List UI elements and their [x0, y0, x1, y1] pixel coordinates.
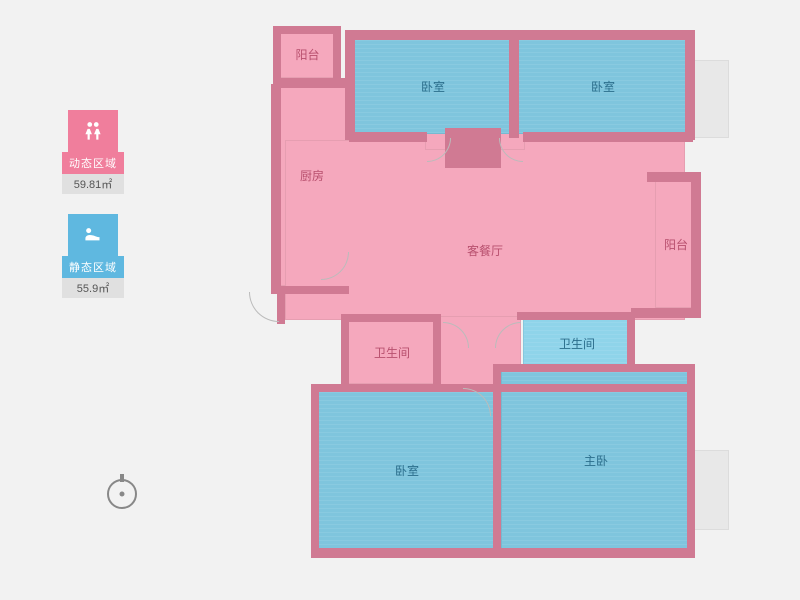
room-label: 卧室: [591, 78, 615, 95]
wall: [687, 364, 695, 556]
room-master-bedroom: 主卧: [501, 370, 691, 550]
wall: [493, 364, 693, 372]
room-bedroom-top-left: 卧室: [353, 38, 513, 134]
wall: [311, 384, 695, 392]
wall: [523, 132, 693, 142]
wall: [517, 312, 635, 320]
door-arc: [249, 292, 279, 322]
legend-dynamic-value: 59.81㎡: [62, 174, 124, 194]
room-label: 卧室: [395, 462, 419, 479]
legend-dynamic: 动态区域 59.81㎡: [62, 110, 124, 194]
wall: [691, 172, 701, 316]
wall: [333, 26, 341, 82]
legend-panel: 动态区域 59.81㎡ 静态区域 55.9㎡: [62, 110, 124, 318]
wall: [273, 26, 339, 34]
room-balcony-top: 阳台: [280, 30, 335, 78]
wall: [445, 128, 501, 168]
compass-icon: [100, 470, 144, 519]
rest-icon: [68, 214, 118, 256]
room-label: 客餐厅: [467, 242, 503, 259]
legend-static-label: 静态区域: [62, 256, 124, 278]
legend-dynamic-label: 动态区域: [62, 152, 124, 174]
wall: [345, 30, 355, 140]
room-label: 阳台: [295, 46, 319, 63]
room-label: 厨房: [300, 167, 324, 184]
wall: [685, 30, 695, 140]
room-label: 卫生间: [374, 344, 410, 361]
exterior-slab: [693, 60, 729, 138]
wall: [433, 314, 441, 388]
legend-static-value: 55.9㎡: [62, 278, 124, 298]
wall: [493, 368, 501, 556]
wall: [311, 548, 695, 558]
wall: [509, 34, 519, 138]
wall: [349, 132, 427, 142]
wall: [273, 78, 351, 88]
wall: [271, 84, 281, 294]
wall: [627, 312, 635, 372]
wall: [341, 314, 349, 388]
room-label: 卧室: [421, 78, 445, 95]
floor-plan: 阳台 厨房 客餐厅 阳台 卧室 卧室 卫生间 卫生间 卧室 主卧: [255, 20, 735, 580]
wall: [345, 30, 695, 40]
wall: [631, 308, 701, 318]
wall: [311, 384, 319, 556]
legend-static: 静态区域 55.9㎡: [62, 214, 124, 298]
room-bath-left: 卫生间: [347, 320, 437, 384]
exterior-slab: [693, 450, 729, 530]
room-bath-right: 卫生间: [523, 318, 631, 368]
people-icon: [68, 110, 118, 152]
wall: [273, 26, 281, 82]
wall: [341, 314, 441, 322]
room-label: 卫生间: [559, 335, 595, 352]
room-label: 主卧: [584, 452, 608, 469]
room-label: 阳台: [664, 236, 688, 253]
room-bedroom-top-right: 卧室: [517, 38, 689, 134]
wall: [271, 286, 349, 294]
